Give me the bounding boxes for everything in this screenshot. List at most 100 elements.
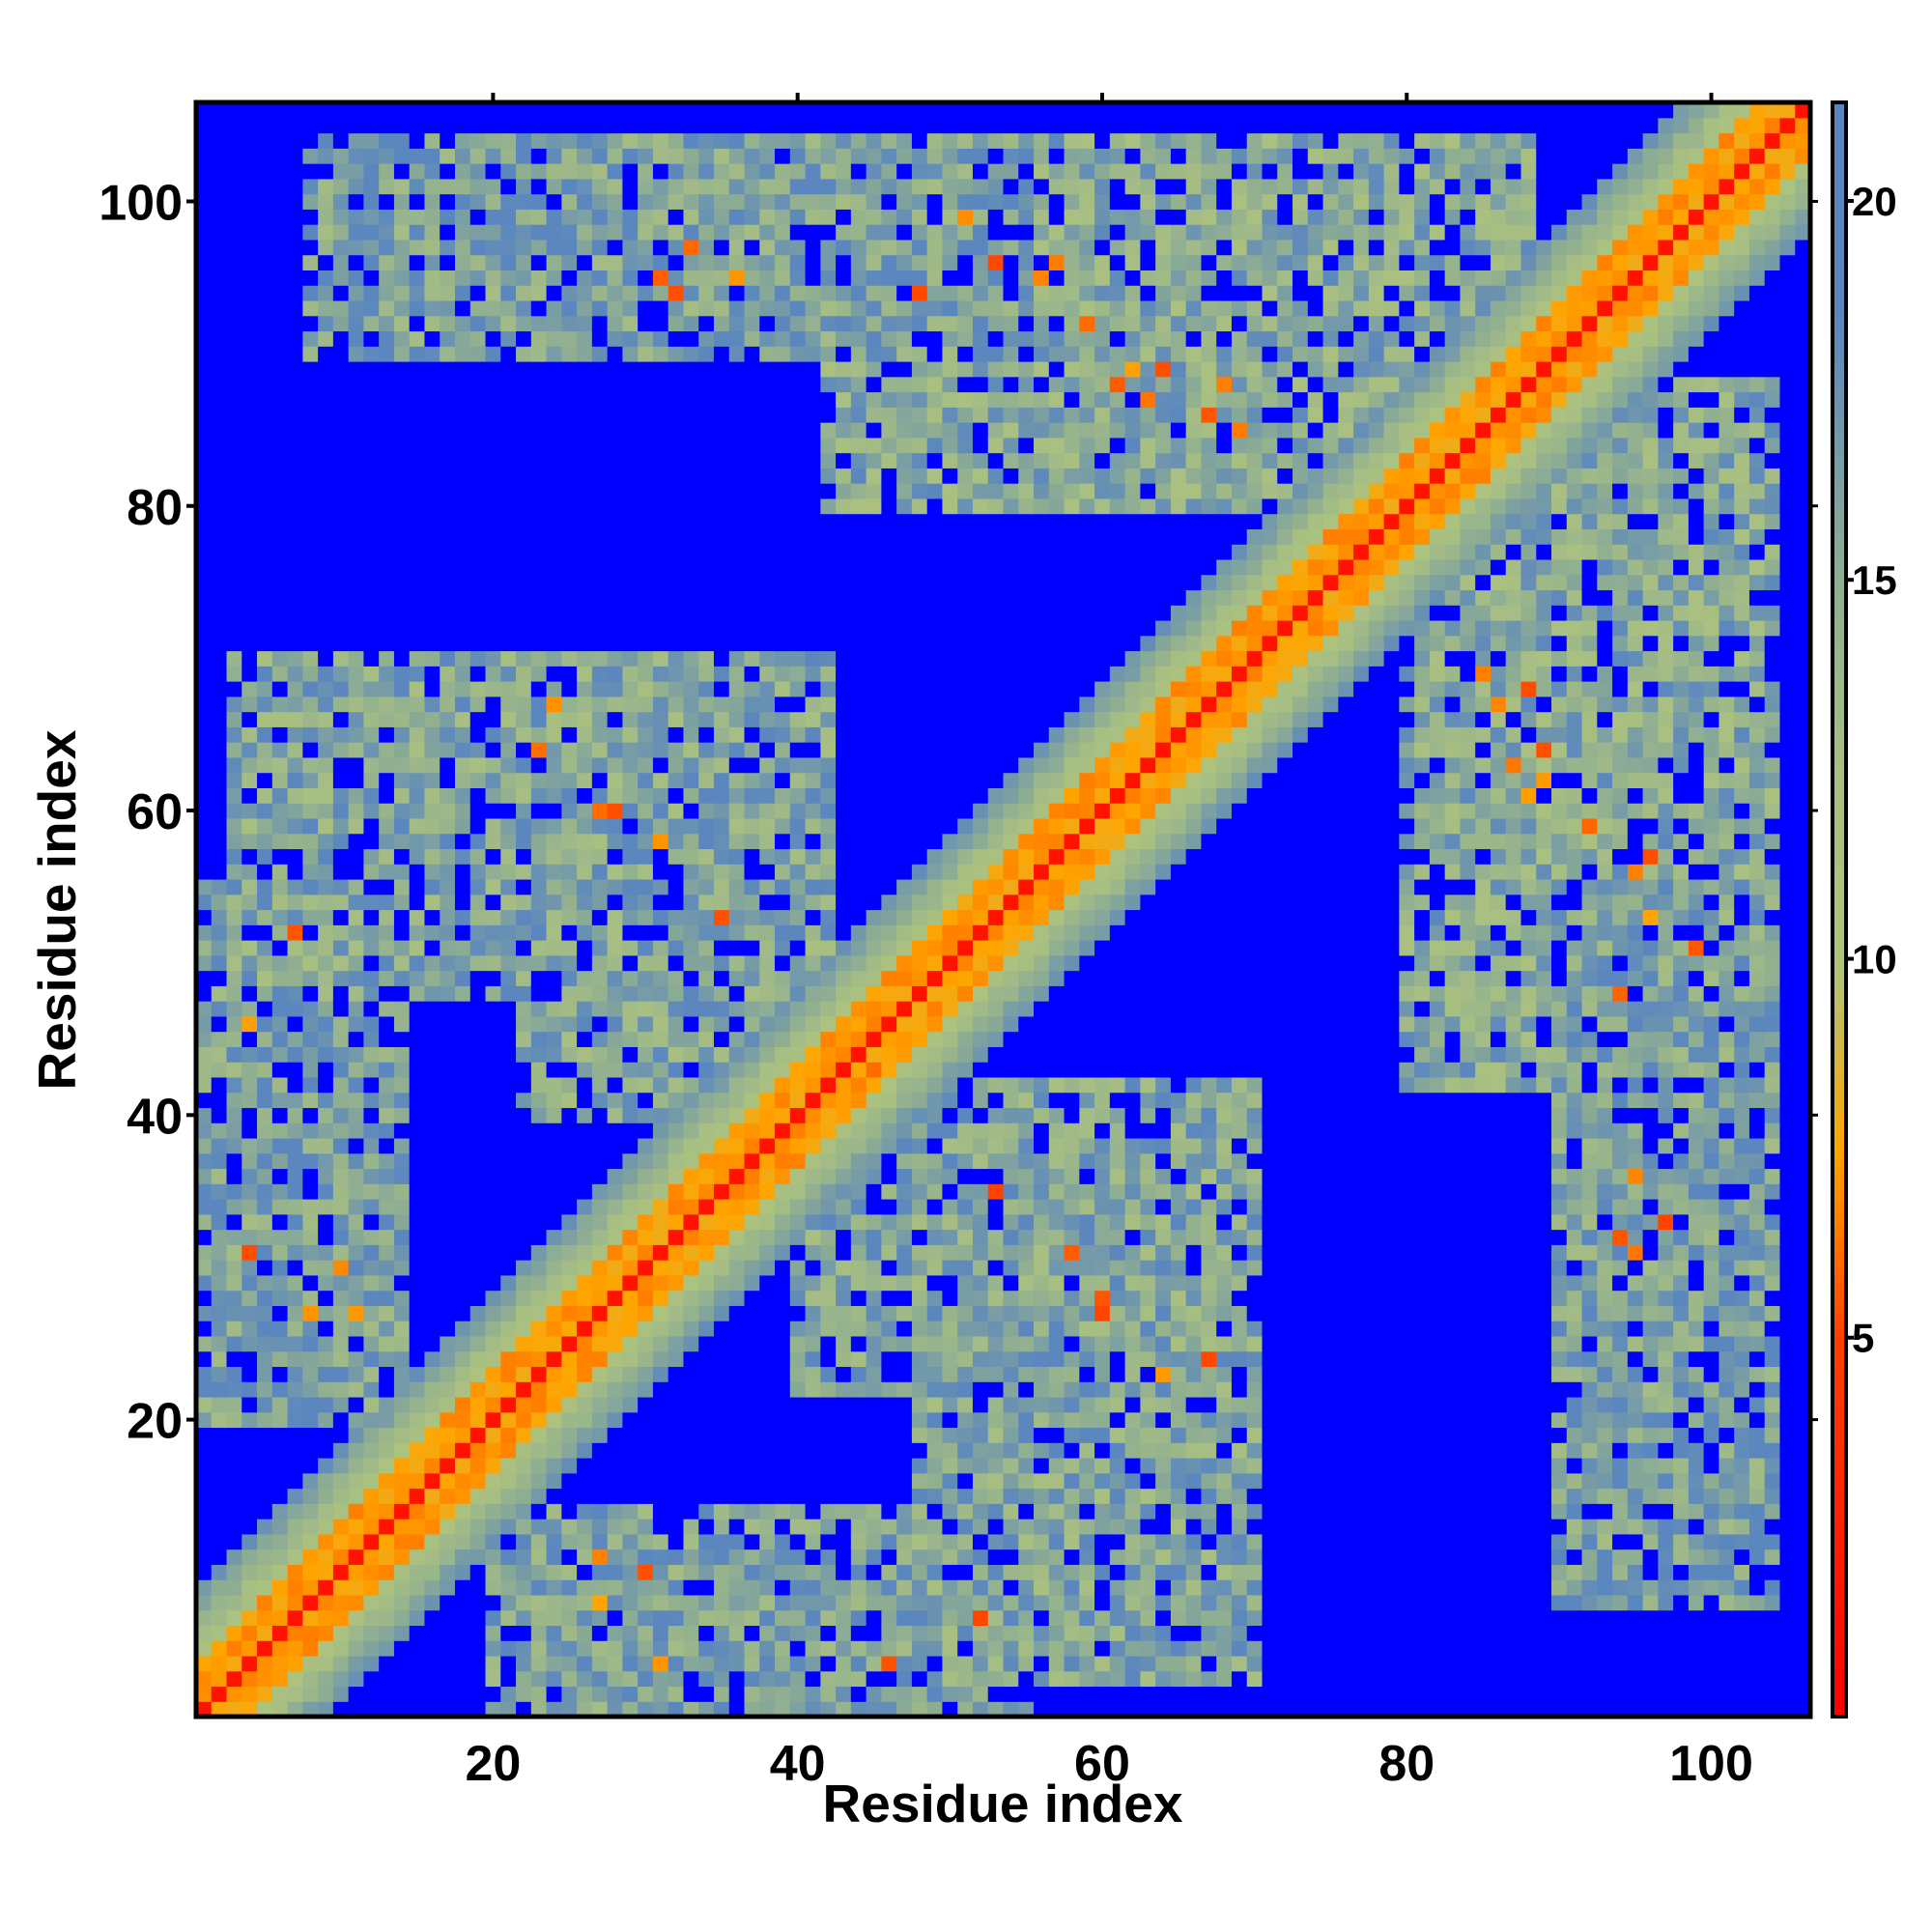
heatmap-cell <box>713 848 730 865</box>
heatmap-cell <box>805 254 821 270</box>
heatmap-cell <box>271 1260 289 1276</box>
heatmap-cell <box>196 483 213 499</box>
heatmap-cell <box>728 909 746 925</box>
heatmap-cell <box>561 1503 578 1520</box>
heatmap-cell <box>287 1655 303 1672</box>
heatmap-cell <box>271 970 289 986</box>
heatmap-cell <box>713 422 730 439</box>
heatmap-cell <box>469 1152 487 1170</box>
heatmap-cell <box>622 985 639 1002</box>
heatmap-cell <box>668 285 685 301</box>
heatmap-cell <box>911 1701 928 1718</box>
heatmap-cell <box>226 909 242 925</box>
heatmap-cell <box>409 589 426 606</box>
heatmap-cell <box>332 1411 350 1429</box>
heatmap-cell <box>500 497 517 515</box>
heatmap-cell <box>668 1152 685 1170</box>
heatmap-cell <box>302 833 319 850</box>
heatmap-cell <box>698 1564 715 1580</box>
heatmap-cell <box>591 1411 609 1429</box>
heatmap-cell <box>789 1411 807 1429</box>
heatmap-cell <box>348 1152 364 1170</box>
heatmap-cell <box>866 330 882 347</box>
heatmap-cell <box>271 894 289 911</box>
heatmap-cell <box>379 1092 395 1109</box>
heatmap-cell <box>500 1594 517 1611</box>
heatmap-cell <box>271 1137 289 1154</box>
heatmap-cell <box>348 681 364 697</box>
heatmap-cell <box>332 954 350 972</box>
heatmap-cell <box>454 1625 471 1641</box>
heatmap-cell <box>546 1137 562 1154</box>
heatmap-cell <box>668 1062 685 1078</box>
heatmap-cell <box>683 528 699 545</box>
heatmap-cell <box>866 132 882 149</box>
heatmap-cell <box>866 209 882 225</box>
heatmap-cell <box>896 1366 913 1382</box>
heatmap-cell <box>577 270 593 286</box>
heatmap-cell <box>911 1609 928 1627</box>
heatmap-cell <box>805 148 821 164</box>
heatmap-cell <box>287 817 303 835</box>
heatmap-cell <box>332 1152 350 1170</box>
heatmap-cell <box>805 1548 821 1565</box>
heatmap-cell <box>440 391 456 408</box>
heatmap-cell <box>668 513 685 529</box>
heatmap-cell <box>622 391 639 408</box>
heatmap-cell <box>196 1427 213 1443</box>
heatmap-cell <box>379 1381 395 1398</box>
heatmap-cell <box>226 163 242 180</box>
heatmap-cell <box>881 1183 897 1200</box>
heatmap-cell <box>302 1122 319 1139</box>
heatmap-cell <box>896 1183 913 1200</box>
heatmap-cell <box>516 1381 532 1398</box>
heatmap-cell <box>516 1609 532 1627</box>
heatmap-cell <box>622 285 639 301</box>
heatmap-cell <box>302 558 319 576</box>
heatmap-cell <box>866 239 882 256</box>
heatmap-cell <box>850 1396 867 1413</box>
heatmap-cell <box>759 558 776 576</box>
heatmap-cell <box>363 650 380 667</box>
heatmap-cell <box>789 1122 807 1139</box>
heatmap-cell <box>683 1213 699 1231</box>
heatmap-cell <box>698 376 715 393</box>
heatmap-cell <box>287 376 303 393</box>
heatmap-cell <box>591 544 609 560</box>
heatmap-cell <box>591 1229 609 1245</box>
heatmap-cell <box>728 1670 746 1688</box>
heatmap-cell <box>287 1244 303 1261</box>
heatmap-cell <box>302 1001 319 1017</box>
heatmap-cell <box>196 1655 213 1672</box>
heatmap-cell <box>591 1137 609 1154</box>
heatmap-cell <box>652 330 669 347</box>
heatmap-cell <box>500 270 517 286</box>
heatmap-cell <box>332 1640 350 1657</box>
heatmap-cell <box>196 452 213 469</box>
heatmap-cell <box>668 1701 685 1718</box>
heatmap-cell <box>638 742 654 758</box>
heatmap-cell <box>409 315 426 332</box>
heatmap-cell <box>728 666 746 682</box>
heatmap-cell <box>379 315 395 332</box>
heatmap-cell <box>622 468 639 484</box>
heatmap-cell <box>196 1031 213 1047</box>
heatmap-cell <box>652 833 669 850</box>
heatmap-cell <box>820 1137 837 1154</box>
heatmap-cell <box>728 1488 746 1504</box>
heatmap-cell <box>196 1579 213 1596</box>
heatmap-cell <box>561 985 578 1002</box>
heatmap-cell <box>424 1427 440 1443</box>
heatmap-cell <box>577 468 593 484</box>
heatmap-cell <box>836 1686 852 1702</box>
heatmap-cell <box>561 726 578 743</box>
heatmap-cell <box>271 1168 289 1184</box>
heatmap-cell <box>302 894 319 911</box>
heatmap-cell <box>668 468 685 484</box>
heatmap-cell <box>440 193 456 210</box>
heatmap-cell <box>850 1625 867 1641</box>
heatmap-cell <box>775 1107 791 1123</box>
heatmap-cell <box>257 605 273 621</box>
heatmap-cell <box>393 1001 411 1017</box>
heatmap-cell <box>668 1488 685 1504</box>
